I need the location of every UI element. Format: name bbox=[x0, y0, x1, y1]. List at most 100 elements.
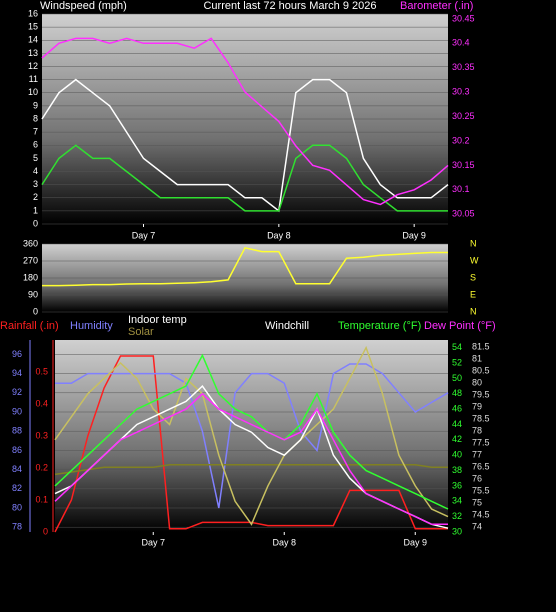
plot-area bbox=[55, 340, 448, 532]
y-tick-label: 86 bbox=[12, 445, 22, 455]
y-tick-label: 0 bbox=[33, 218, 38, 228]
y4-tick-label: 75.5 bbox=[472, 486, 490, 496]
y-tick-label: 88 bbox=[12, 426, 22, 436]
y-tick-label: 360 bbox=[23, 238, 38, 248]
y-tick-label: 92 bbox=[12, 387, 22, 397]
x-tick-label: Day 8 bbox=[272, 537, 296, 547]
series-line bbox=[41, 144, 448, 212]
series-line bbox=[54, 345, 449, 526]
y3-tick-label: 0.5 bbox=[35, 366, 48, 376]
y-tick-label: 180 bbox=[23, 272, 38, 282]
y-tick-label: 80 bbox=[12, 502, 22, 512]
y-tick-label: 6 bbox=[33, 140, 38, 150]
y4-tick-label: 79 bbox=[472, 402, 482, 412]
y2-tick-label: 30 bbox=[452, 526, 462, 536]
y3-tick-label: 0 bbox=[43, 526, 48, 536]
x-tick-label: Day 8 bbox=[267, 230, 291, 240]
y-tick-label: 11 bbox=[29, 74, 38, 84]
legend-label: Dew Point (°F) bbox=[424, 320, 496, 332]
y-tick-label: 84 bbox=[12, 464, 22, 474]
y4-tick-label: 76 bbox=[472, 474, 482, 484]
y2-tick-label: 32 bbox=[452, 511, 462, 521]
y-tick-label: 2 bbox=[33, 192, 38, 202]
y-tick-label: 0 bbox=[33, 306, 38, 316]
y2-tick-label: E bbox=[470, 289, 476, 299]
legend-label: Windchill bbox=[265, 320, 309, 332]
chart-title: Current last 72 hours March 9 2026 bbox=[203, 0, 376, 12]
y2-tick-label: 30.45 bbox=[452, 13, 475, 23]
series-line bbox=[54, 464, 448, 476]
y-axis-label: Windspeed (mph) bbox=[40, 0, 127, 12]
x-tick-label: Day 9 bbox=[402, 230, 426, 240]
y-tick-label: 90 bbox=[28, 289, 38, 299]
y2-tick-label: 42 bbox=[452, 434, 462, 444]
x-tick-label: Day 7 bbox=[141, 537, 165, 547]
y2-tick-label: 30.05 bbox=[452, 209, 475, 219]
y4-tick-label: 80 bbox=[472, 378, 482, 388]
y4-tick-label: 74 bbox=[472, 522, 482, 532]
y-tick-label: 10 bbox=[28, 87, 38, 97]
y4-tick-label: 80.5 bbox=[472, 366, 490, 376]
y-tick-label: 14 bbox=[28, 35, 38, 45]
y-tick-label: 15 bbox=[28, 22, 38, 32]
y2-tick-label: 38 bbox=[452, 465, 462, 475]
series-line bbox=[55, 363, 449, 509]
y2-tick-label: 30.35 bbox=[452, 62, 475, 72]
x-tick-label: Day 7 bbox=[132, 230, 156, 240]
y2-tick-label: W bbox=[470, 255, 479, 265]
y4-tick-label: 79.5 bbox=[472, 390, 490, 400]
y-tick-label: 96 bbox=[12, 349, 22, 359]
y2-tick-label: 30.3 bbox=[452, 87, 470, 97]
y2-tick-label: 30.25 bbox=[452, 111, 475, 121]
legend-label: Solar bbox=[128, 326, 154, 338]
legend-label: Rainfall (.in) bbox=[0, 320, 59, 332]
y2-tick-label: S bbox=[470, 272, 476, 282]
y-tick-label: 9 bbox=[33, 100, 38, 110]
y2-tick-label: 52 bbox=[452, 357, 462, 367]
y-tick-label: 8 bbox=[33, 113, 38, 123]
y4-tick-label: 81 bbox=[472, 354, 482, 364]
y2-tick-label: 30.1 bbox=[452, 184, 470, 194]
series-line bbox=[54, 353, 449, 510]
y4-tick-label: 77 bbox=[472, 450, 482, 460]
y3-tick-label: 0.4 bbox=[35, 398, 48, 408]
y2-tick-label: N bbox=[470, 238, 477, 248]
y2-tick-label: 34 bbox=[452, 496, 462, 506]
y2-tick-label: 50 bbox=[452, 373, 462, 383]
y2-axis-label: Barometer (.in) bbox=[400, 0, 473, 12]
y-tick-label: 16 bbox=[28, 8, 38, 18]
y2-tick-label: 44 bbox=[452, 419, 462, 429]
y2-tick-label: 30.2 bbox=[452, 135, 470, 145]
y-tick-label: 5 bbox=[33, 153, 38, 163]
y2-tick-label: 54 bbox=[452, 342, 462, 352]
y4-tick-label: 78.5 bbox=[472, 414, 490, 424]
y-tick-label: 12 bbox=[28, 61, 38, 71]
legend-label: Humidity bbox=[70, 320, 113, 332]
y-tick-label: 270 bbox=[23, 255, 38, 265]
y2-tick-label: N bbox=[470, 306, 477, 316]
y4-tick-label: 77.5 bbox=[472, 438, 490, 448]
y2-tick-label: 30.4 bbox=[452, 38, 470, 48]
y-tick-label: 90 bbox=[12, 406, 22, 416]
series-line bbox=[54, 392, 448, 526]
y2-tick-label: 40 bbox=[452, 450, 462, 460]
y3-tick-label: 0.3 bbox=[35, 430, 48, 440]
legend-label: Indoor temp bbox=[128, 314, 187, 326]
y4-tick-label: 76.5 bbox=[472, 462, 490, 472]
y3-tick-label: 0.2 bbox=[35, 462, 48, 472]
legend-label: Temperature (°F) bbox=[338, 320, 421, 332]
y4-tick-label: 78 bbox=[472, 426, 482, 436]
y-tick-label: 1 bbox=[33, 205, 38, 215]
x-tick-label: Day 9 bbox=[403, 537, 427, 547]
series-line bbox=[41, 37, 449, 206]
y-tick-label: 13 bbox=[28, 48, 38, 58]
series-line bbox=[41, 78, 449, 213]
y4-tick-label: 75 bbox=[472, 498, 482, 508]
y-tick-label: 4 bbox=[33, 166, 38, 176]
y3-tick-label: 0.1 bbox=[35, 494, 48, 504]
y-tick-label: 82 bbox=[12, 483, 22, 493]
y-tick-label: 7 bbox=[33, 127, 38, 137]
y2-tick-label: 48 bbox=[452, 388, 462, 398]
y-tick-label: 78 bbox=[12, 522, 22, 532]
